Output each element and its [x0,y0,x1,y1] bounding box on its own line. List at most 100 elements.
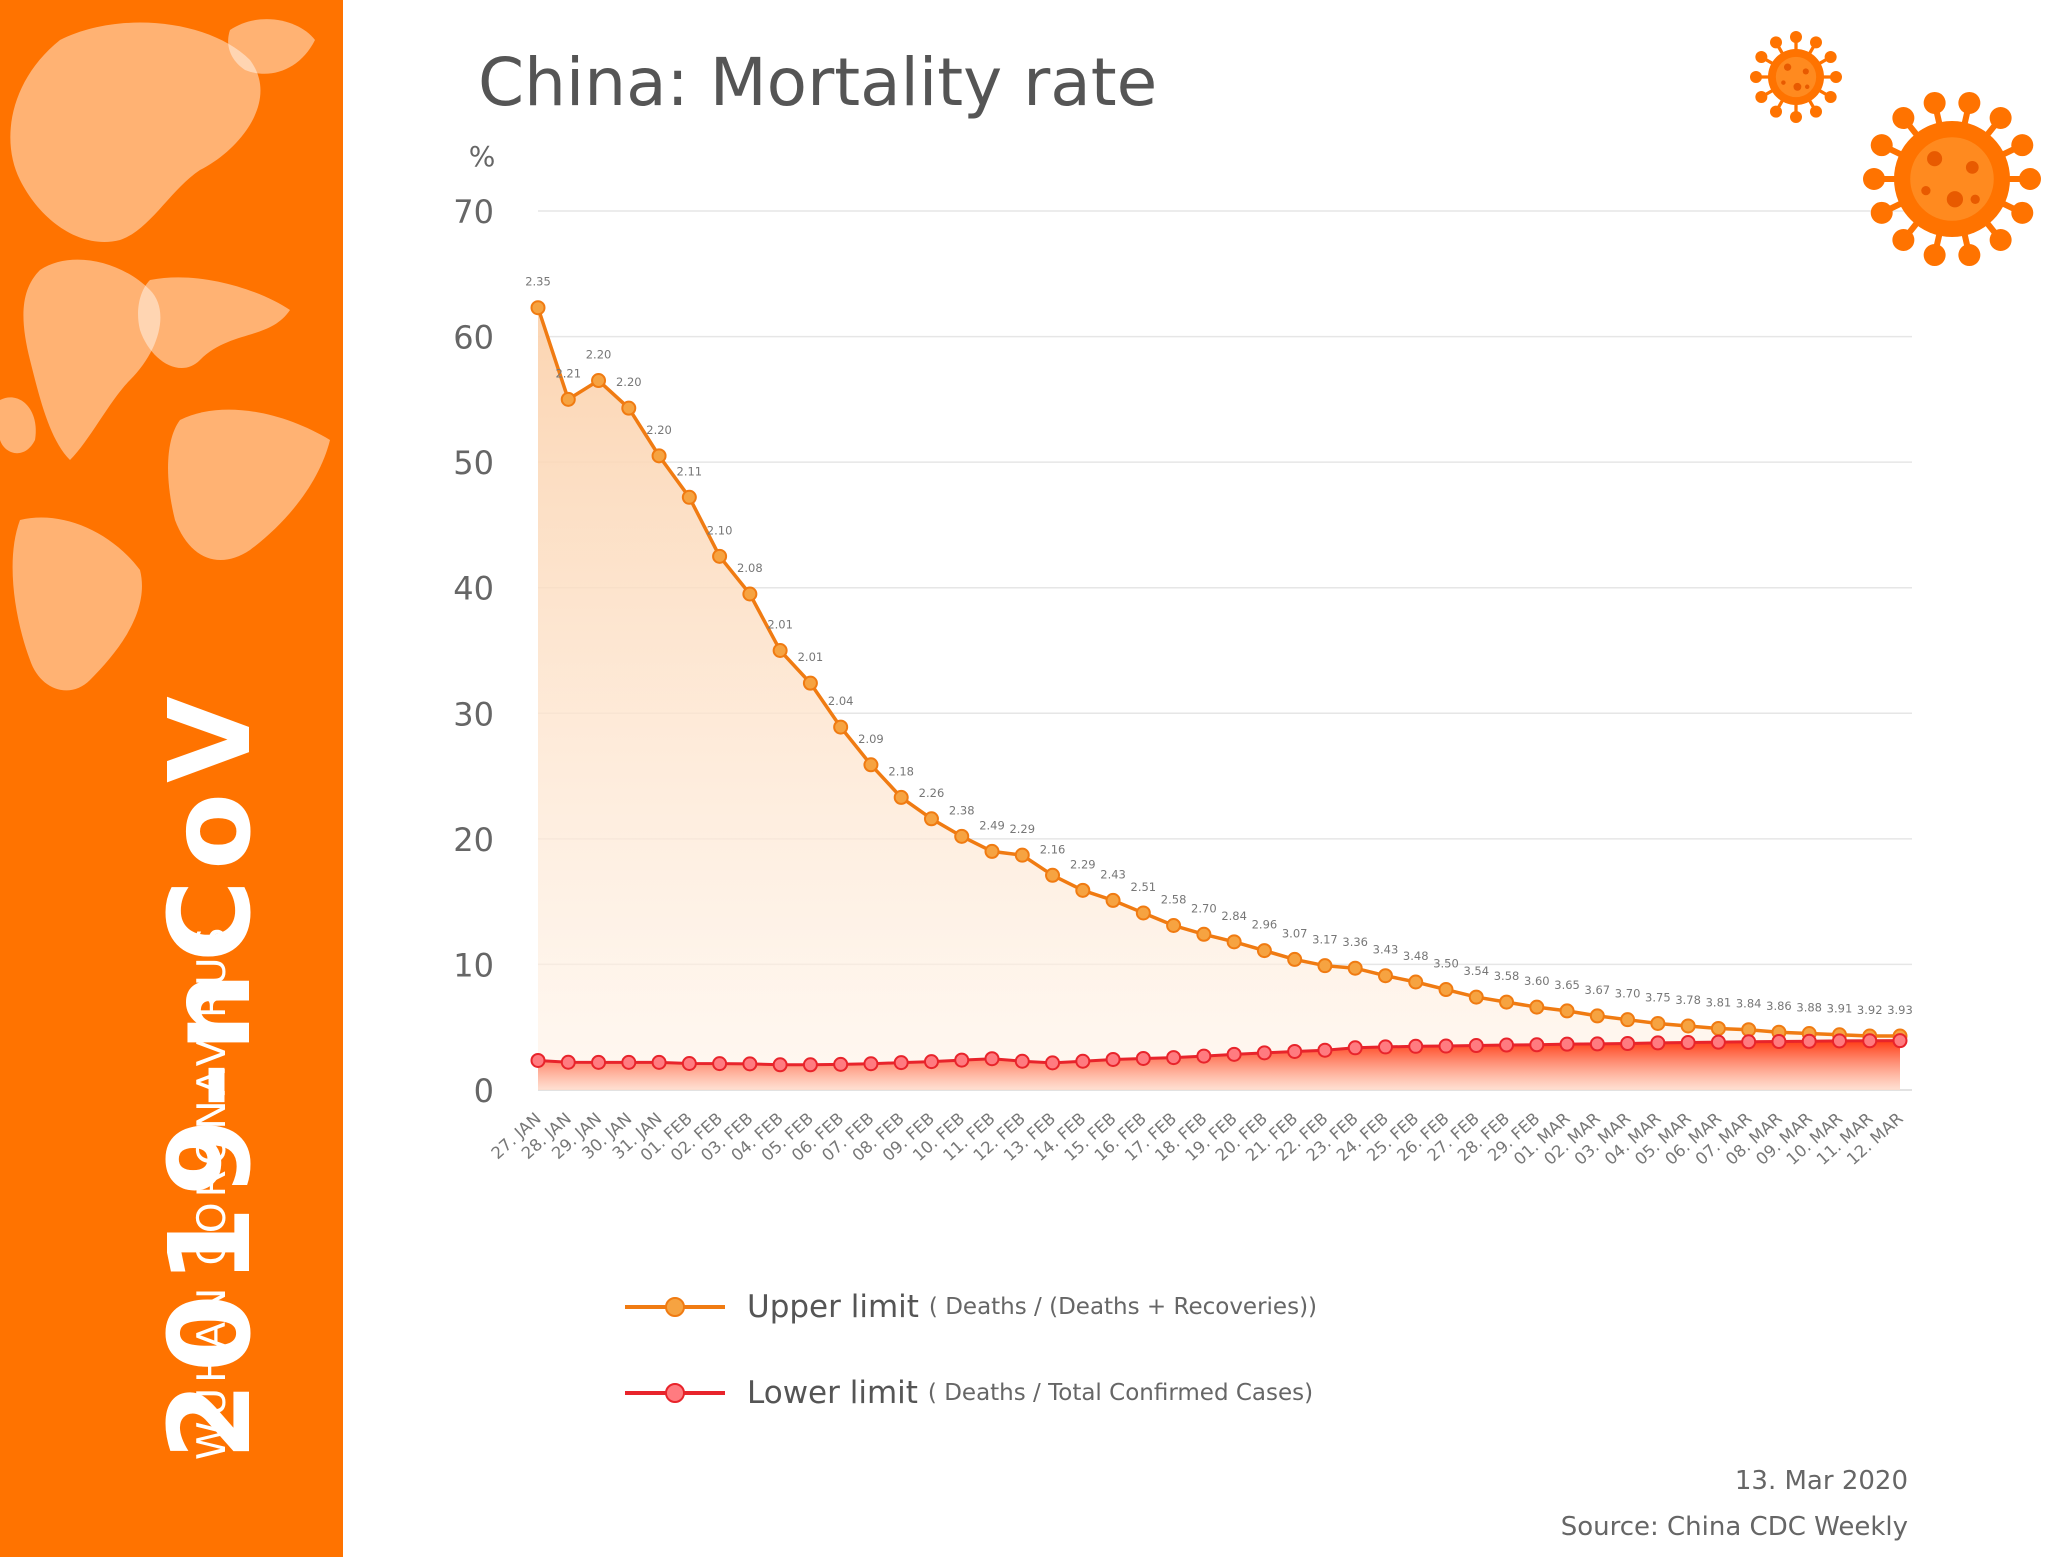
data-label: 3.60 [1524,974,1550,988]
lower-point [1438,1038,1454,1054]
lower-point [1408,1038,1424,1054]
upper-point [1226,934,1242,950]
data-label: 3.58 [1494,969,1520,983]
data-label: 2.01 [767,618,793,632]
lower-point [1529,1037,1545,1053]
upper-point [1559,1003,1575,1019]
data-label: 3.93 [1887,1003,1913,1017]
data-label: 2.58 [1161,893,1187,907]
lower-point [1014,1053,1030,1069]
lower-point [1196,1048,1212,1064]
virus-knob [1958,244,1981,267]
virus-knob [2011,201,2034,224]
virus-core [1775,56,1817,98]
y-tick-label: 20 [453,821,494,859]
lower-point [681,1056,697,1072]
data-label: 3.91 [1827,1002,1853,1016]
upper-point [1135,905,1151,921]
lower-point [1680,1035,1696,1051]
lower-point [1468,1038,1484,1054]
upper-point [1408,974,1424,990]
data-label: 3.43 [1373,943,1399,957]
data-label: 2.20 [586,348,612,362]
virus-knob [1810,36,1822,49]
upper-point [1287,951,1303,967]
virus-knob [1770,105,1782,118]
upper-point [1347,960,1363,976]
y-tick-label: 40 [453,570,494,608]
upper-point [1045,867,1061,883]
lower-area [538,1040,1900,1090]
world-map-icon [0,19,330,691]
upper-point [621,400,637,416]
virus-knob [2019,168,2041,190]
virus-knob [1892,228,1915,251]
upper-point [833,719,849,735]
upper-point [651,448,667,464]
data-label: 3.84 [1736,997,1762,1011]
data-label: 2.09 [858,732,884,746]
lower-limit-line [537,1039,1901,1067]
virus-knob [1755,91,1768,103]
data-label: 3.78 [1675,993,1701,1007]
data-label: 2.29 [1009,822,1035,836]
lower-point [1226,1046,1242,1062]
virus-spot [1793,82,1802,91]
legend-lower-note: ( Deaths / Total Confirmed Cases) [927,1380,1314,1406]
data-label: 2.20 [616,375,642,389]
lower-point [1801,1033,1817,1049]
lower-point [742,1056,758,1072]
upper-area [538,307,1900,1090]
y-tick-label: 70 [453,193,494,231]
data-label: 3.07 [1282,926,1308,940]
data-label: 3.86 [1766,999,1792,1013]
data-label: 2.38 [949,803,975,817]
y-tick-label: 0 [474,1072,494,1110]
y-tick-label: 10 [453,946,494,984]
lower-point [621,1054,637,1070]
virus-knob [1870,201,1893,224]
upper-point [863,757,879,773]
lower-point [1892,1033,1908,1049]
virus-spot [1781,80,1786,85]
data-label: 2.01 [798,650,824,664]
upper-point [1377,968,1393,984]
lower-point [1559,1036,1575,1052]
virus-knob [1830,71,1842,83]
lower-point [893,1055,909,1071]
data-label: 2.10 [707,523,733,537]
upper-point [1438,982,1454,998]
virus-knob [1863,168,1885,190]
lower-point [984,1051,1000,1067]
upper-point [1468,989,1484,1005]
upper-point [984,843,1000,859]
upper-point [1589,1008,1605,1024]
upper-point [1166,918,1182,934]
data-label: 2.35 [525,275,551,289]
legend-lower-label: Lower limit [747,1375,918,1411]
upper-point [954,828,970,844]
data-label: 3.75 [1645,990,1671,1004]
data-label: 2.04 [828,694,854,708]
virus-knob [1958,91,1981,114]
lower-point [1771,1034,1787,1050]
data-label: 2.51 [1131,880,1157,894]
legend-upper-label: Upper limit [747,1289,919,1325]
upper-point [1741,1022,1757,1038]
virus-spot [1804,84,1810,90]
virus-icon [1863,91,2041,267]
lower-point [1377,1039,1393,1055]
y-tick-label: 50 [453,444,494,482]
virus-knob [1892,107,1915,130]
data-label: 3.67 [1585,983,1611,997]
legend-lower-swatch [625,1383,725,1403]
lower-point [833,1056,849,1072]
y-tick-label: 60 [453,319,494,357]
virus-spot [1927,151,1943,167]
upper-point [712,548,728,564]
lower-point [1741,1034,1757,1050]
upper-point [1710,1020,1726,1036]
upper-point [1075,882,1091,898]
data-label: 2.11 [677,464,703,478]
virus-core [1910,137,1994,221]
